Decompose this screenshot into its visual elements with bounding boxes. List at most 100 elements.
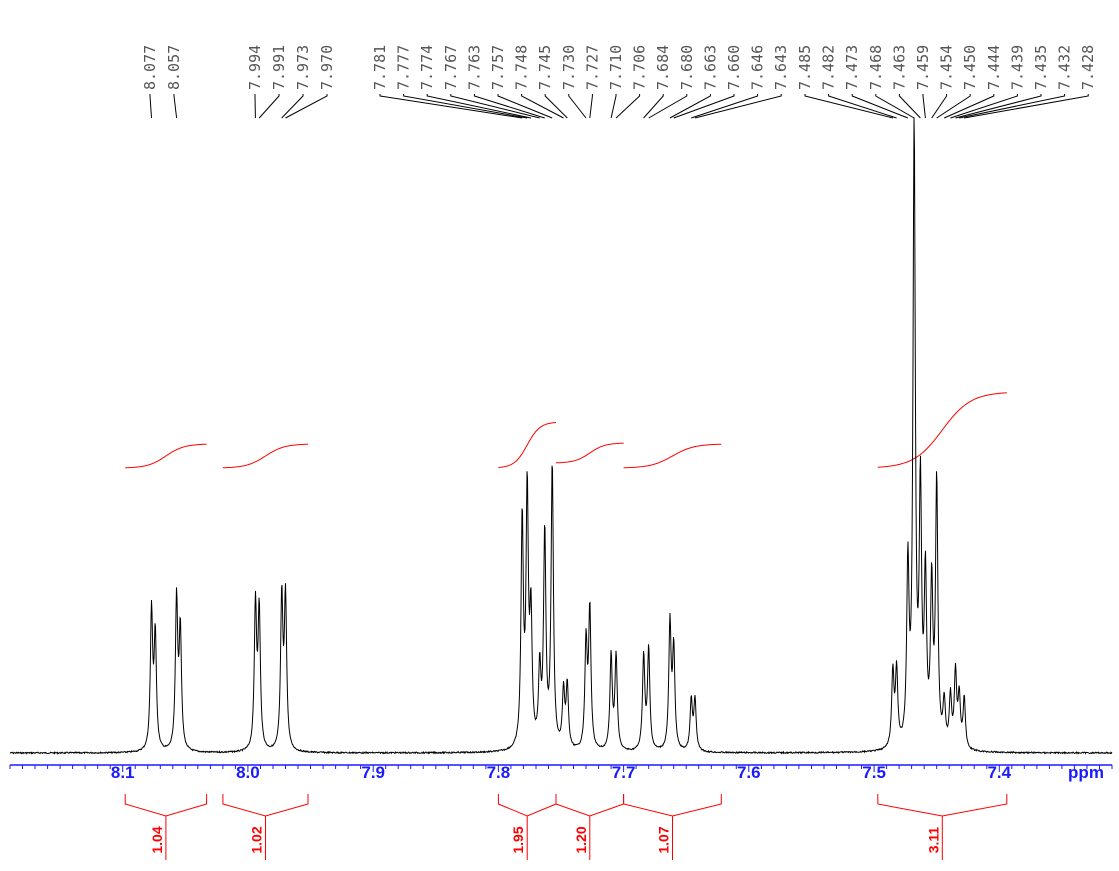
peak-label: 7.781 xyxy=(371,45,389,90)
peak-label: 7.774 xyxy=(418,45,436,90)
peak-label-connector xyxy=(610,94,617,119)
peak-label: 7.777 xyxy=(395,45,413,90)
peak-label: 7.643 xyxy=(772,45,790,90)
integral-value-label: 1.20 xyxy=(573,826,589,853)
peak-label-connector xyxy=(379,94,523,119)
integral-bracket xyxy=(555,794,625,860)
peak-label: 7.463 xyxy=(890,45,908,90)
integral-value-label: 1.07 xyxy=(656,826,672,853)
peak-label: 8.077 xyxy=(141,45,159,90)
x-tick-labels: 8.1 8.0 7.9 7.8 7.7 7.6 7.5 7.4 xyxy=(111,763,1012,782)
peak-label-connector xyxy=(875,94,915,119)
x-tick-label: 7.5 xyxy=(862,763,886,782)
x-axis-unit-label: ppm xyxy=(1068,763,1104,782)
integral-value-label: 1.04 xyxy=(149,826,165,853)
x-tick-label: 8.0 xyxy=(236,763,260,782)
peak-label: 7.994 xyxy=(246,45,264,90)
peak-label-connector xyxy=(943,94,995,119)
peak-label-connector xyxy=(955,94,1042,119)
peak-label-connector xyxy=(898,94,921,119)
x-tick-label: 7.6 xyxy=(737,763,761,782)
peak-label: 7.991 xyxy=(270,45,288,90)
integral-curve xyxy=(498,422,557,468)
peak-label: 7.706 xyxy=(631,45,649,90)
integral-value-label: 3.11 xyxy=(925,827,941,854)
peak-label: 7.663 xyxy=(701,45,719,90)
peak-label: 7.727 xyxy=(583,45,601,90)
integral-curve xyxy=(125,443,207,469)
peak-label: 7.763 xyxy=(465,45,483,90)
spectrum-trace xyxy=(9,117,1113,755)
peak-label: 7.745 xyxy=(536,45,554,90)
peak-label-connector xyxy=(521,94,564,119)
integral-bracket xyxy=(497,794,557,860)
peak-labels: 8.077 8.057 7.994 7.991 7.973 7.970 7.781 7.777… xyxy=(141,45,1097,90)
peak-label: 7.660 xyxy=(725,45,743,90)
peak-label-connector xyxy=(615,94,641,119)
peak-label-connector xyxy=(648,94,688,119)
peak-label: 7.468 xyxy=(867,45,885,90)
peak-label: 7.748 xyxy=(513,45,531,90)
integral-curve xyxy=(877,392,1007,468)
peak-label-connector xyxy=(673,94,735,119)
peak-label: 7.710 xyxy=(607,45,625,90)
peak-label: 7.970 xyxy=(318,45,336,90)
integral-brackets: 1.04 1.02 1.95 1.20 1.07 3.11 xyxy=(124,794,1008,860)
integral-bracket xyxy=(877,794,1008,860)
peak-label-connector xyxy=(568,94,587,119)
peak-label-connector xyxy=(691,94,759,119)
x-axis xyxy=(9,764,1113,772)
peak-label-connector xyxy=(828,94,897,119)
integral-bracket xyxy=(124,794,208,860)
peak-label: 7.485 xyxy=(796,45,814,90)
peak-label-connector xyxy=(149,94,152,119)
peak-label: 7.439 xyxy=(1008,45,1026,90)
peak-label-connector xyxy=(258,94,280,119)
peak-label-connector xyxy=(285,94,328,119)
x-tick-label: 7.4 xyxy=(987,763,1011,782)
peak-label-connector xyxy=(922,94,926,119)
peak-label-connector xyxy=(643,94,664,119)
peak-label-connector xyxy=(544,94,568,119)
peak-label-connector xyxy=(403,94,528,119)
peak-label: 7.432 xyxy=(1056,45,1074,90)
peak-label: 7.730 xyxy=(560,45,578,90)
peak-label: 7.482 xyxy=(820,45,838,90)
peak-label-connector xyxy=(281,94,304,119)
peak-label-connector xyxy=(804,94,894,119)
integral-bracket xyxy=(623,794,722,860)
integral-value-label: 1.02 xyxy=(249,826,265,853)
peak-label-connector xyxy=(669,94,711,119)
x-tick-label: 8.1 xyxy=(111,763,135,782)
integral-curve xyxy=(222,443,308,469)
peak-label-connector xyxy=(950,94,1018,119)
integral-curve xyxy=(623,443,722,469)
peak-label-connector xyxy=(173,94,178,119)
integral-curves xyxy=(125,392,1007,469)
peak-label-connector xyxy=(851,94,909,119)
peak-label: 7.435 xyxy=(1032,45,1050,90)
peak-label: 7.473 xyxy=(843,45,861,90)
peak-label-connector xyxy=(959,94,1066,119)
peak-label: 7.680 xyxy=(678,45,696,90)
x-tick-label: 7.9 xyxy=(361,763,385,782)
peak-label-connector xyxy=(426,94,532,119)
peak-connectors xyxy=(149,94,1089,119)
peak-label: 7.684 xyxy=(654,45,672,90)
peak-label-connector xyxy=(936,94,971,119)
peak-label-connector xyxy=(497,94,553,119)
peak-label-connector xyxy=(450,94,540,119)
peak-label: 7.646 xyxy=(749,45,767,90)
peak-label-connector xyxy=(931,94,948,119)
peak-label: 7.767 xyxy=(442,45,460,90)
x-tick-label: 7.7 xyxy=(612,763,636,782)
peak-label-connector xyxy=(589,94,593,119)
integral-curve xyxy=(555,442,624,464)
peak-label-connector xyxy=(964,94,1089,119)
peak-label: 7.973 xyxy=(294,45,312,90)
integral-value-label: 1.95 xyxy=(510,826,526,853)
peak-label-connector xyxy=(694,94,782,119)
peak-label: 7.428 xyxy=(1079,45,1097,90)
peak-label: 7.444 xyxy=(985,45,1003,90)
